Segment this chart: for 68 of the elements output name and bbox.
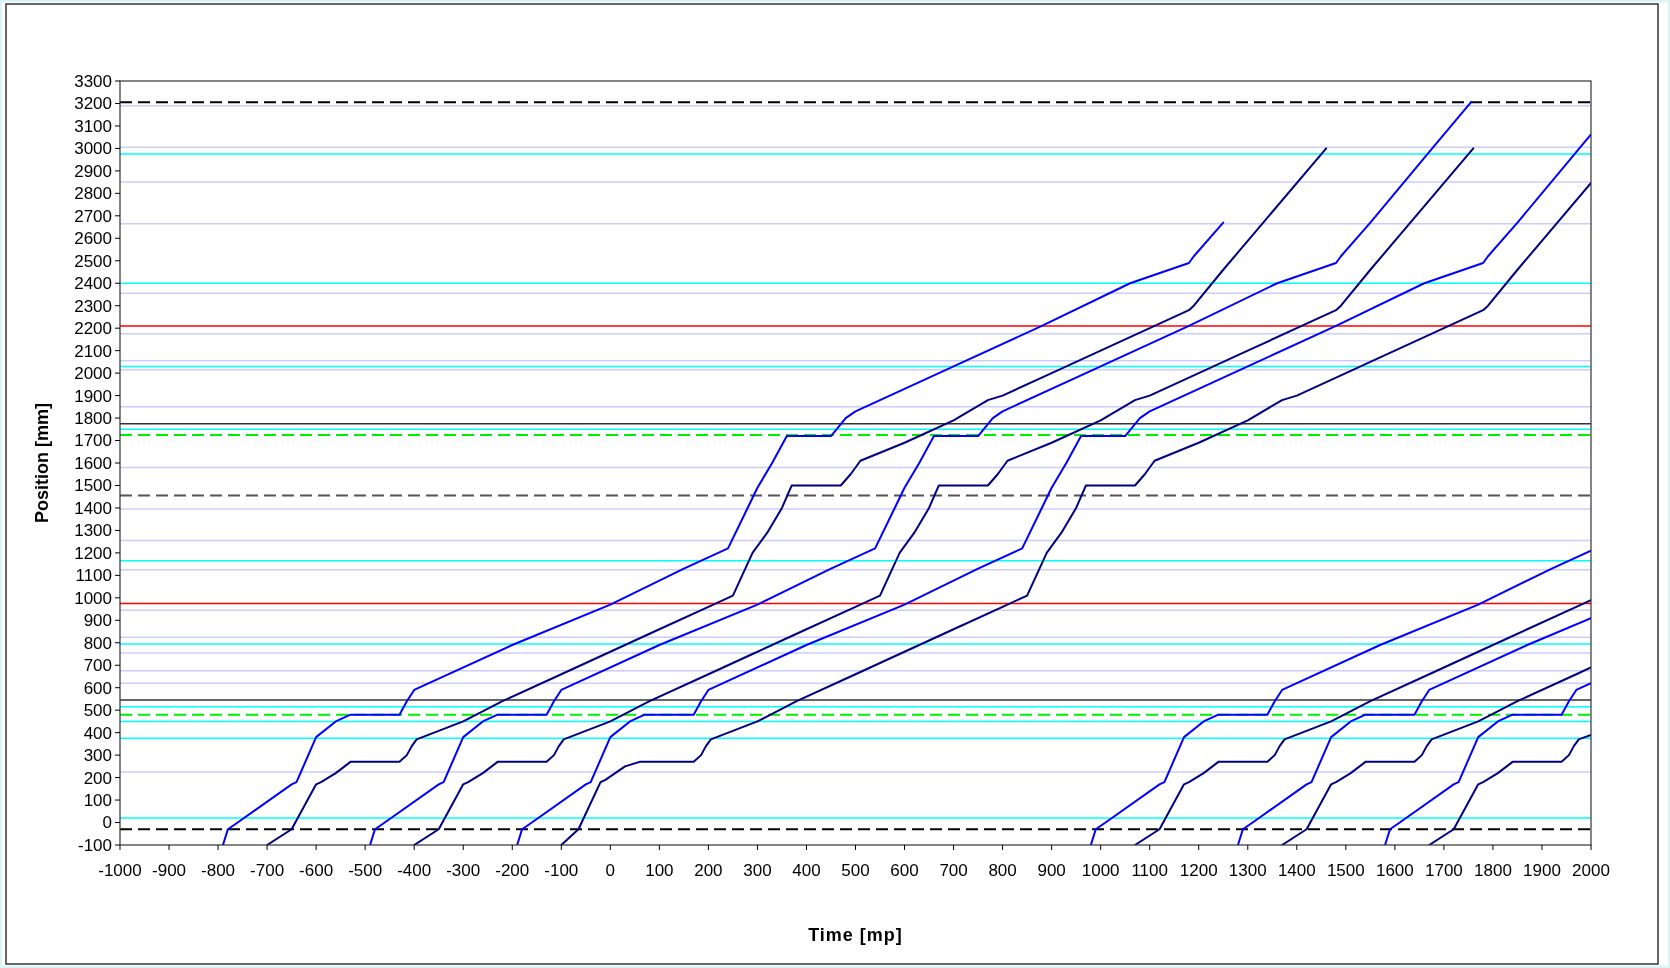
x-tick-label: -700	[250, 861, 285, 880]
x-axis-title: Time [mp]	[808, 925, 903, 945]
y-tick-label: 1900	[74, 386, 112, 406]
x-tick-label: -500	[348, 861, 383, 880]
x-tick-label: 100	[645, 861, 674, 880]
y-tick-label: 2200	[74, 319, 112, 339]
x-tick-label: 2000	[1572, 861, 1610, 880]
y-tick-label: 500	[83, 701, 112, 721]
y-tick-label: 2900	[74, 161, 112, 181]
y-tick-label: 2000	[74, 364, 112, 384]
x-tick-label: -400	[397, 861, 432, 880]
y-tick-label: 1200	[74, 543, 112, 563]
y-tick-label: 1400	[74, 498, 112, 518]
y-tick-label: 200	[83, 768, 112, 788]
x-tick-label: -300	[446, 861, 481, 880]
x-tick-label: 1200	[1179, 861, 1218, 880]
x-tick-label: 900	[1037, 861, 1066, 880]
y-tick-label: 1600	[74, 453, 112, 473]
x-tick-label: -200	[495, 861, 530, 880]
y-tick-label: 2700	[74, 206, 112, 226]
y-tick-label: 1100	[75, 566, 112, 586]
x-tick-label: 300	[743, 861, 772, 880]
y-tick-label: 3000	[74, 139, 112, 159]
y-tick-label: 600	[83, 678, 112, 698]
x-tick-label: -600	[299, 861, 334, 880]
y-tick-label: 2800	[74, 184, 112, 204]
x-tick-label: -1000	[98, 861, 142, 880]
y-tick-label: 2300	[74, 296, 112, 316]
y-tick-label: 2600	[74, 229, 112, 249]
x-tick-label: -800	[201, 861, 236, 880]
x-tick-label: 1300	[1228, 861, 1267, 880]
x-tick-label: 600	[890, 861, 919, 880]
x-tick-label: 1000	[1081, 861, 1120, 880]
x-tick-label: 200	[694, 861, 723, 880]
x-tick-label: -900	[152, 861, 187, 880]
x-tick-label: 1700	[1424, 861, 1463, 880]
x-tick-label: 1600	[1375, 861, 1414, 880]
x-tick-label: 400	[792, 861, 821, 880]
y-tick-label: 2500	[74, 251, 112, 271]
y-tick-label: 1700	[74, 431, 112, 451]
x-tick-label: 1100	[1131, 861, 1168, 880]
y-tick-label: 1800	[74, 409, 112, 429]
x-tick-label: 800	[988, 861, 1017, 880]
y-tick-label: 900	[83, 611, 112, 631]
y-tick-label: 3100	[74, 116, 112, 136]
y-tick-label: 1500	[74, 476, 112, 496]
x-tick-label: 700	[939, 861, 968, 880]
y-tick-label: 400	[83, 723, 112, 743]
y-tick-label: 1300	[74, 521, 112, 541]
y-tick-label: 300	[83, 746, 112, 766]
y-tick-label: 800	[83, 633, 112, 653]
x-tick-label: 1400	[1277, 861, 1316, 880]
y-tick-label: 3200	[74, 94, 112, 114]
y-axis-title: Position [mm]	[32, 403, 52, 523]
x-tick-label: 1800	[1474, 861, 1512, 880]
y-tick-label: 2100	[74, 341, 112, 361]
y-tick-label: 0	[102, 813, 112, 833]
x-tick-label: 500	[841, 861, 870, 880]
x-tick-label: 1500	[1326, 861, 1365, 880]
y-tick-label: 700	[83, 656, 112, 676]
y-tick-label: 2400	[74, 274, 112, 294]
y-tick-label: 100	[83, 791, 112, 811]
x-tick-label: 0	[605, 861, 616, 880]
y-tick-label: 3300	[74, 71, 112, 91]
y-tick-label: -100	[77, 835, 112, 855]
y-tick-label: 1000	[74, 588, 112, 608]
x-tick-label: -100	[544, 861, 579, 880]
x-tick-label: 1900	[1523, 861, 1561, 880]
